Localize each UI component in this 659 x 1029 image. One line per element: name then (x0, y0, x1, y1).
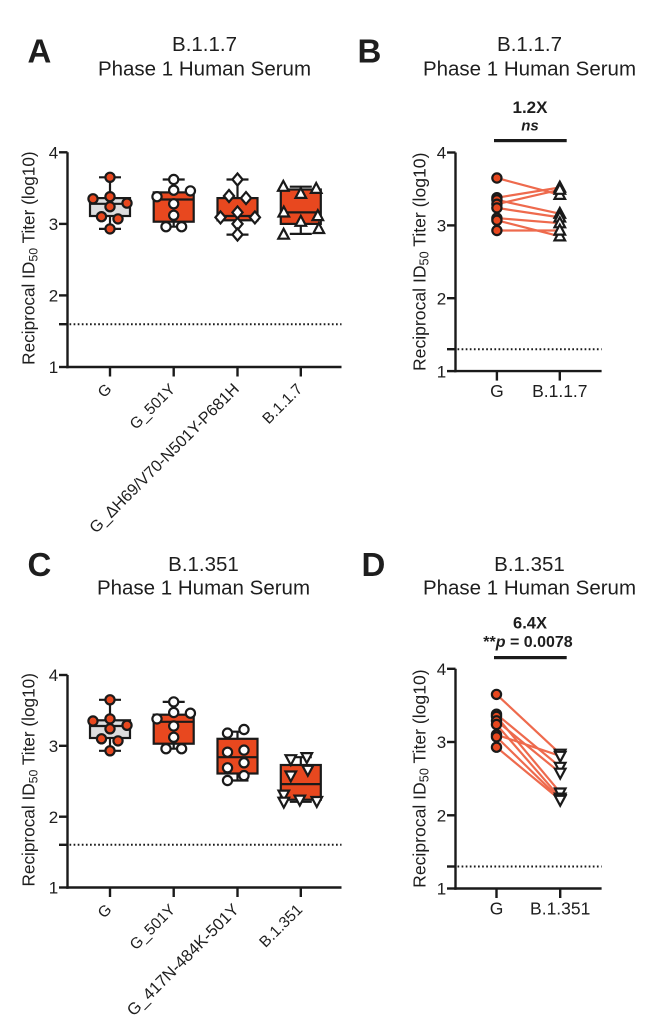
svg-text:D: D (362, 546, 386, 583)
svg-text:**p = 0.0078: **p = 0.0078 (483, 634, 573, 651)
svg-text:1: 1 (437, 362, 446, 381)
svg-text:2: 2 (49, 808, 58, 827)
svg-text:4: 4 (437, 660, 446, 679)
svg-text:4: 4 (437, 144, 446, 163)
svg-text:B.1.351: B.1.351 (494, 553, 565, 576)
svg-text:G: G (490, 381, 504, 401)
svg-text:B.1.1.7: B.1.1.7 (172, 33, 237, 56)
svg-text:G: G (490, 899, 504, 919)
svg-text:3: 3 (49, 215, 58, 234)
svg-text:4: 4 (49, 144, 58, 163)
svg-text:3: 3 (49, 737, 58, 756)
svg-text:B.1.351: B.1.351 (168, 553, 239, 576)
svg-text:ns: ns (521, 118, 539, 135)
svg-text:B.1.351: B.1.351 (530, 899, 590, 919)
svg-text:Phase 1 Human Serum: Phase 1 Human Serum (98, 58, 311, 81)
svg-text:Reciprocal ID50 Titer (log10): Reciprocal ID50 Titer (log10) (410, 669, 432, 888)
svg-text:Phase 1 Human Serum: Phase 1 Human Serum (423, 58, 636, 81)
svg-text:4: 4 (49, 666, 58, 685)
svg-text:3: 3 (437, 733, 446, 752)
svg-text:Reciprocal ID50 Titer (log10): Reciprocal ID50 Titer (log10) (19, 151, 41, 364)
svg-text:Reciprocal ID50 Titer (log10): Reciprocal ID50 Titer (log10) (410, 153, 432, 372)
svg-text:Phase 1 Human Serum: Phase 1 Human Serum (97, 577, 310, 600)
svg-text:Reciprocal ID50 Titer (log10): Reciprocal ID50 Titer (log10) (19, 673, 41, 886)
svg-text:3: 3 (437, 217, 446, 236)
svg-text:2: 2 (437, 289, 446, 308)
svg-text:6.4X: 6.4X (513, 615, 547, 633)
svg-text:Phase 1 Human Serum: Phase 1 Human Serum (423, 577, 636, 600)
svg-text:C: C (28, 546, 52, 583)
svg-text:2: 2 (437, 807, 446, 826)
svg-text:A: A (28, 33, 52, 70)
svg-text:1: 1 (49, 358, 58, 377)
svg-text:1: 1 (437, 880, 446, 899)
svg-text:1: 1 (49, 879, 58, 898)
svg-text:2: 2 (49, 287, 58, 306)
svg-text:1.2X: 1.2X (513, 98, 549, 117)
svg-text:B.1.1.7: B.1.1.7 (532, 381, 587, 401)
svg-text:B.1.1.7: B.1.1.7 (497, 33, 562, 56)
svg-text:B: B (358, 33, 382, 70)
